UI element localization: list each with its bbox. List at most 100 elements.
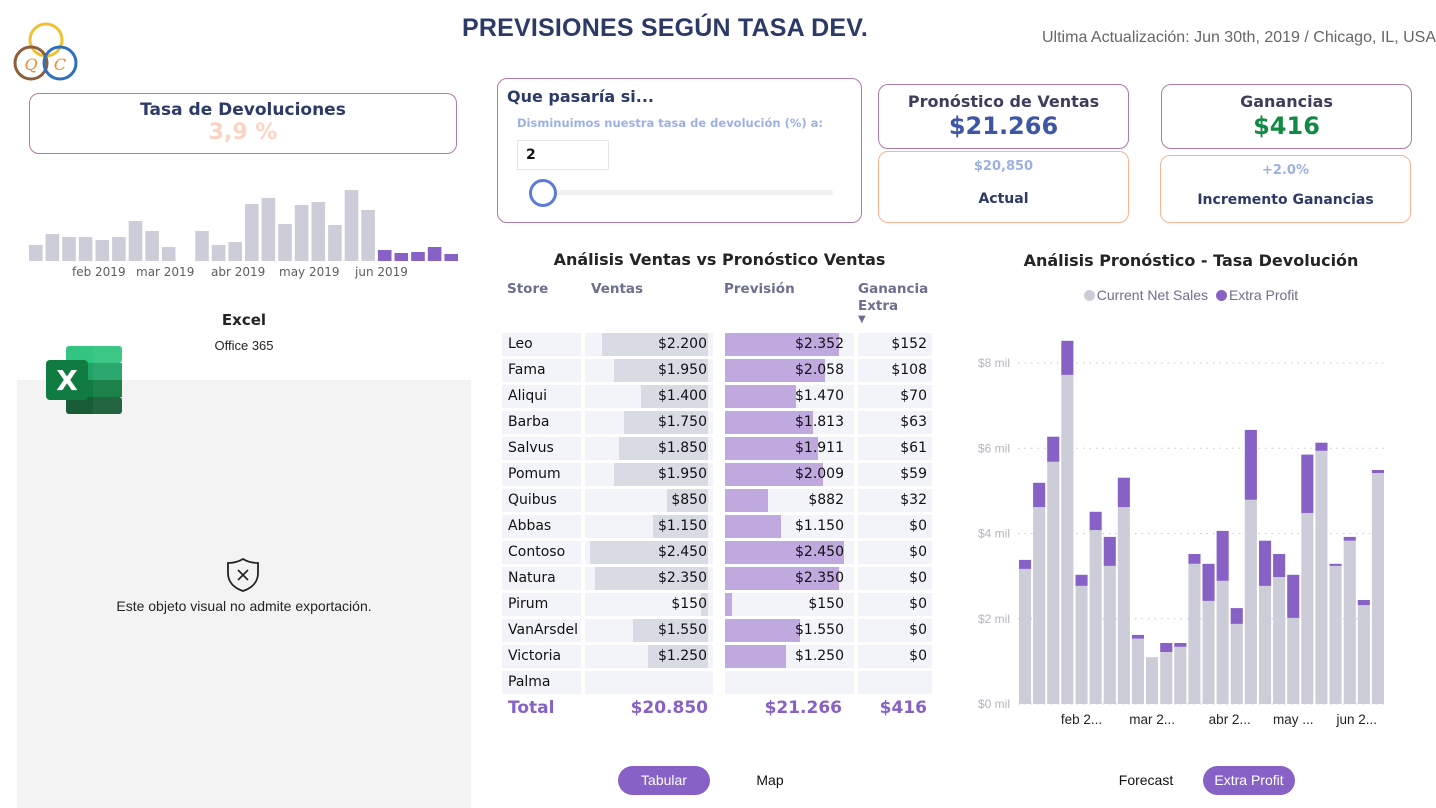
table-row[interactable]: Contoso $2.450 $2.450 $0 [502, 541, 932, 567]
sparkline-bar[interactable] [228, 242, 242, 261]
bar-extra-profit[interactable] [1357, 600, 1370, 606]
bar-current-net-sales[interactable] [1216, 580, 1229, 704]
return-rate-input[interactable]: 2 [517, 140, 609, 170]
bar-current-net-sales[interactable] [1343, 540, 1356, 704]
bar-current-net-sales[interactable] [1315, 450, 1328, 704]
sparkline-bar[interactable] [328, 225, 342, 261]
bar-extra-profit[interactable] [1061, 340, 1074, 375]
table-row[interactable]: Pirum $150 $150 $0 [502, 593, 932, 619]
sparkline-bar[interactable] [361, 210, 375, 261]
bar-extra-profit[interactable] [1174, 643, 1187, 647]
sparkline-bar[interactable] [145, 231, 159, 261]
table-row[interactable]: Pomum $1.950 $2.009 $59 [502, 463, 932, 489]
bar-extra-profit[interactable] [1089, 511, 1102, 531]
bar-extra-profit[interactable] [1259, 540, 1272, 586]
bar-extra-profit[interactable] [1202, 563, 1215, 601]
bar-extra-profit[interactable] [1047, 436, 1060, 462]
sparkline-bar[interactable] [411, 252, 425, 261]
column-header-ventas[interactable]: Ventas [591, 281, 644, 297]
bar-current-net-sales[interactable] [1103, 565, 1116, 704]
column-header-ganancia[interactable]: Ganancia Extra ▼ [858, 281, 928, 325]
table-row[interactable]: Palma [502, 671, 932, 697]
table-row[interactable]: Natura $2.350 $2.350 $0 [502, 567, 932, 593]
bar-current-net-sales[interactable] [1202, 600, 1215, 704]
bar-extra-profit[interactable] [1075, 574, 1088, 586]
bar-current-net-sales[interactable] [1230, 623, 1243, 704]
bar-extra-profit[interactable] [1329, 563, 1342, 566]
column-header-store[interactable]: Store [507, 281, 549, 297]
sparkline-bar[interactable] [95, 240, 110, 261]
bar-extra-profit[interactable] [1103, 536, 1116, 566]
table-row[interactable]: Leo $2.200 $2.352 $152 [502, 333, 932, 359]
bar-extra-profit[interactable] [1273, 554, 1286, 577]
bar-current-net-sales[interactable] [1160, 652, 1173, 704]
bar-extra-profit[interactable] [1301, 454, 1314, 513]
bar-extra-profit[interactable] [1230, 608, 1243, 624]
bar-current-net-sales[interactable] [1019, 568, 1032, 704]
bar-current-net-sales[interactable] [1174, 646, 1187, 704]
map-toggle-button[interactable]: Map [756, 772, 784, 788]
sparkline-bar[interactable] [211, 245, 226, 261]
table-row[interactable]: Victoria $1.250 $1.250 $0 [502, 645, 932, 671]
bar-current-net-sales[interactable] [1244, 499, 1257, 704]
bar-extra-profit[interactable] [1019, 559, 1032, 569]
excel-icon[interactable]: X [46, 346, 124, 414]
bar-extra-profit[interactable] [1160, 643, 1173, 652]
bar-extra-profit[interactable] [1131, 634, 1144, 639]
return-rate-slider-track[interactable] [543, 190, 833, 195]
sparkline-bar[interactable] [45, 234, 60, 261]
table-row[interactable]: Salvus $1.850 $1.911 $61 [502, 437, 932, 463]
sparkline-bar[interactable] [78, 237, 93, 261]
sparkline-bar[interactable] [278, 224, 292, 261]
bar-current-net-sales[interactable] [1061, 374, 1074, 704]
sparkline-bar[interactable] [29, 245, 43, 261]
bar-current-net-sales[interactable] [1188, 563, 1201, 704]
legend-item-extra-profit[interactable]: Extra Profit [1215, 287, 1298, 303]
bar-current-net-sales[interactable] [1259, 585, 1272, 704]
bar-current-net-sales[interactable] [1131, 638, 1144, 704]
forecast-toggle-button[interactable]: Forecast [1118, 772, 1174, 788]
sparkline-bar[interactable] [62, 237, 76, 261]
sparkline-bar[interactable] [444, 254, 458, 261]
table-row[interactable]: Abbas $1.150 $1.150 $0 [502, 515, 932, 541]
table-row[interactable]: Aliqui $1.400 $1.470 $70 [502, 385, 932, 411]
extra-profit-toggle-button[interactable]: Extra Profit [1203, 766, 1295, 795]
bar-extra-profit[interactable] [1033, 482, 1046, 508]
table-row[interactable]: VanArsdel $1.550 $1.550 $0 [502, 619, 932, 645]
legend-item-current-net-sales[interactable]: Current Net Sales [1083, 287, 1208, 303]
bar-extra-profit[interactable] [1117, 477, 1130, 508]
bar-current-net-sales[interactable] [1357, 605, 1370, 704]
sparkline-bar[interactable] [311, 202, 326, 261]
bar-extra-profit[interactable] [1216, 530, 1229, 581]
bar-extra-profit[interactable] [1244, 429, 1257, 500]
bar-current-net-sales[interactable] [1329, 565, 1342, 704]
bar-current-net-sales[interactable] [1047, 461, 1060, 704]
return-rate-sparkline[interactable] [28, 182, 460, 262]
sparkline-bar[interactable] [161, 247, 176, 261]
return-rate-slider-thumb[interactable] [529, 179, 557, 207]
sparkline-bar[interactable] [128, 221, 143, 261]
sparkline-bar[interactable] [427, 247, 442, 261]
bar-current-net-sales[interactable] [1089, 530, 1102, 704]
bar-extra-profit[interactable] [1287, 574, 1300, 618]
sparkline-bar[interactable] [261, 198, 276, 261]
bar-current-net-sales[interactable] [1371, 473, 1384, 704]
bar-current-net-sales[interactable] [1117, 507, 1130, 704]
sparkline-bar[interactable] [195, 231, 209, 261]
table-row[interactable]: Barba $1.750 $1.813 $63 [502, 411, 932, 437]
sparkline-bar[interactable] [245, 204, 259, 261]
sparkline-bar[interactable] [377, 250, 392, 261]
bar-current-net-sales[interactable] [1146, 657, 1159, 704]
bar-extra-profit[interactable] [1315, 442, 1328, 451]
tabular-toggle-button[interactable]: Tabular [618, 766, 710, 795]
bar-extra-profit[interactable] [1371, 470, 1384, 473]
bar-extra-profit[interactable] [1188, 554, 1201, 564]
bar-current-net-sales[interactable] [1075, 585, 1088, 704]
sparkline-bar[interactable] [112, 237, 126, 261]
column-header-prevision[interactable]: Previsión [724, 281, 795, 297]
bar-extra-profit[interactable] [1343, 536, 1356, 541]
bar-current-net-sales[interactable] [1273, 577, 1286, 704]
sparkline-bar[interactable] [394, 253, 409, 261]
table-row[interactable]: Quibus $850 $882 $32 [502, 489, 932, 515]
sort-desc-icon[interactable]: ▼ [858, 314, 866, 325]
